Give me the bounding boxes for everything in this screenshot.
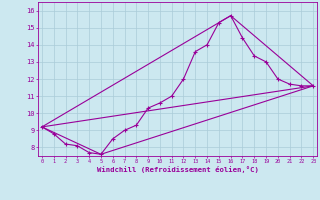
X-axis label: Windchill (Refroidissement éolien,°C): Windchill (Refroidissement éolien,°C) [97,166,259,173]
